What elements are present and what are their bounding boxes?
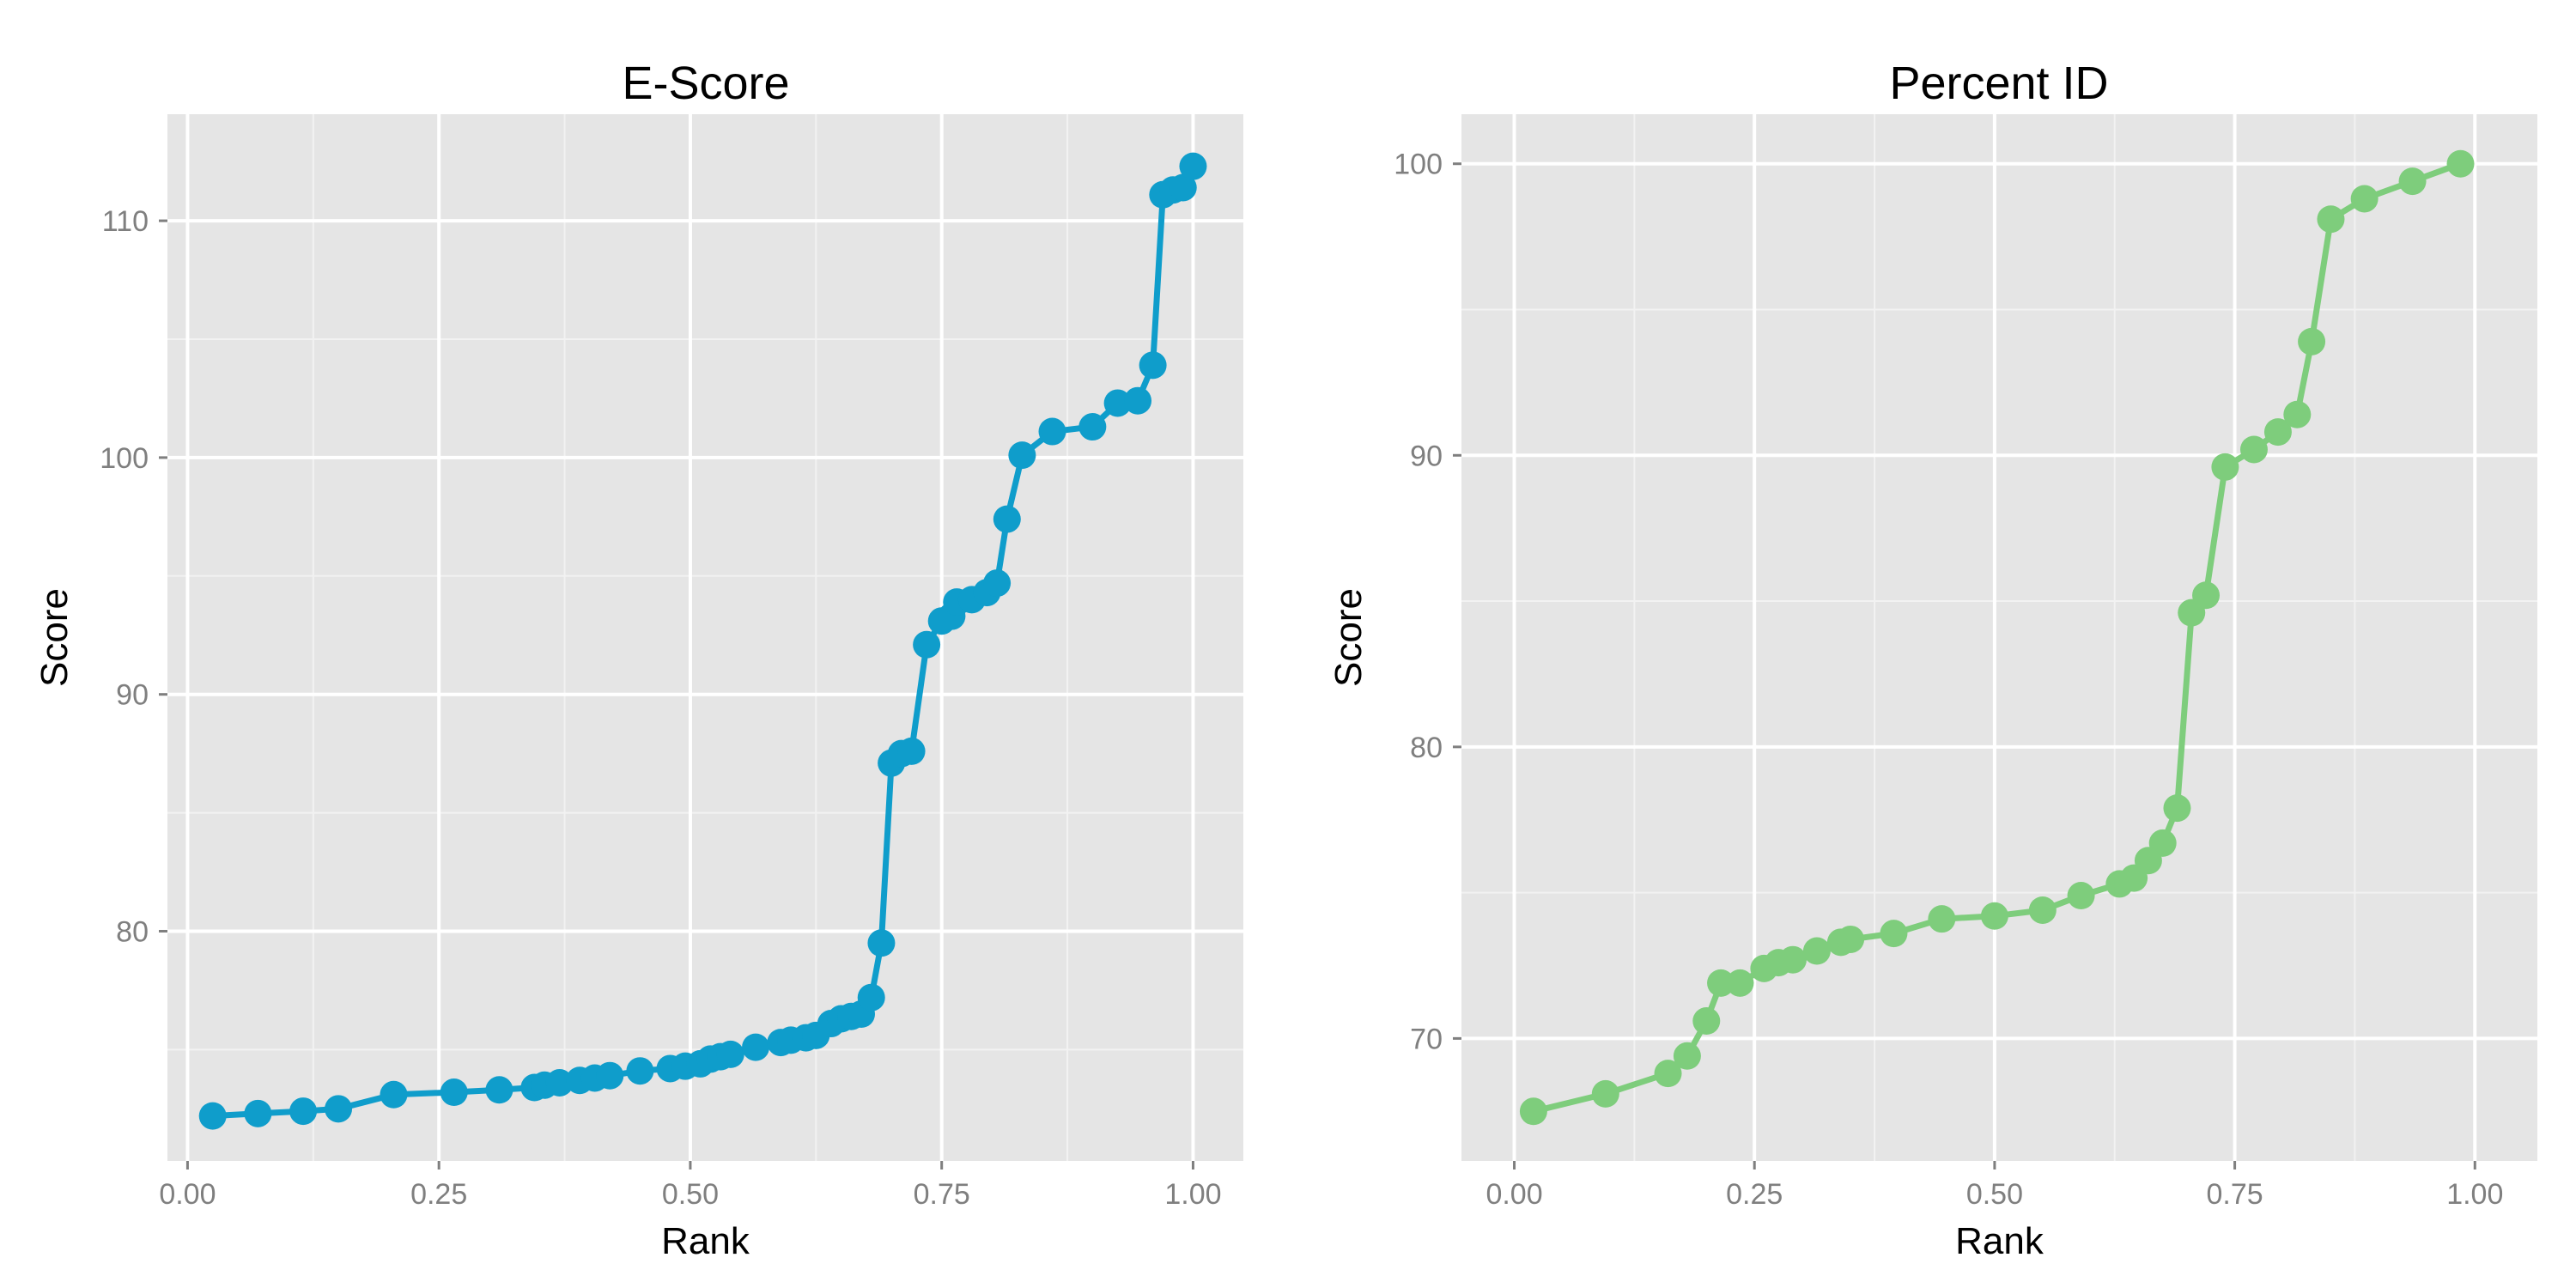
data-point	[2211, 453, 2239, 481]
data-point	[2263, 418, 2292, 447]
y-tick-label: 70	[1410, 1023, 1443, 1055]
x-tick-label: 0.75	[914, 1178, 970, 1211]
data-point	[742, 1033, 770, 1061]
data-point	[857, 983, 885, 1012]
data-point	[1673, 1042, 1701, 1070]
data-point	[2298, 327, 2326, 355]
y-tick-label: 100	[100, 442, 149, 475]
x-tick-label: 0.50	[1966, 1178, 2023, 1211]
data-point	[1980, 902, 2008, 930]
x-tick-label: 0.00	[159, 1178, 216, 1211]
x-tick-label: 0.50	[662, 1178, 719, 1211]
data-point	[1654, 1060, 1682, 1088]
data-point	[1139, 351, 1167, 380]
data-point	[716, 1040, 744, 1068]
data-point	[1726, 969, 1754, 997]
x-tick-label: 1.00	[2446, 1178, 2503, 1211]
data-point	[1038, 417, 1066, 446]
data-point	[993, 505, 1021, 533]
data-point	[198, 1102, 227, 1130]
data-point	[897, 737, 926, 765]
chart-title: E-Score	[622, 58, 789, 109]
data-point	[1802, 937, 1831, 965]
data-point	[2446, 149, 2475, 178]
y-axis-label: Score	[33, 588, 76, 687]
data-point	[1928, 905, 1956, 933]
data-point	[2028, 896, 2057, 924]
y-tick-label: 100	[1394, 149, 1443, 181]
data-point	[1124, 386, 1152, 415]
data-point	[1837, 925, 1865, 953]
data-point	[626, 1057, 654, 1085]
data-point	[545, 1068, 574, 1097]
data-point	[380, 1080, 408, 1109]
plot-background	[1461, 114, 2537, 1161]
data-point	[1778, 945, 1807, 974]
data-point	[596, 1061, 624, 1090]
y-tick-label: 90	[116, 679, 149, 712]
data-point	[1880, 920, 1908, 948]
panel-percent-id: 0.00 0.25 0.50 0.75 1.00 70 80 90 100 Percent ID R…	[1327, 58, 2537, 1262]
data-point	[485, 1076, 513, 1104]
data-point	[1179, 152, 1207, 180]
x-axis-label: Rank	[661, 1220, 750, 1262]
data-point	[1519, 1097, 1547, 1126]
data-point	[867, 929, 896, 957]
plot-background	[167, 114, 1243, 1161]
data-point	[1008, 441, 1036, 470]
data-point	[2398, 167, 2427, 196]
data-point	[2317, 205, 2345, 234]
x-tick-label: 0.25	[1726, 1178, 1783, 1211]
data-point	[1692, 1007, 1721, 1036]
y-tick-label: 80	[1410, 732, 1443, 764]
data-point	[1591, 1079, 1619, 1108]
data-point	[1078, 413, 1107, 441]
chart-title: Percent ID	[1889, 58, 2108, 109]
data-point	[2192, 581, 2221, 610]
data-point	[2148, 829, 2177, 857]
data-point	[983, 569, 1012, 598]
y-tick-label: 110	[102, 205, 149, 238]
data-point	[325, 1095, 353, 1123]
data-point	[440, 1078, 468, 1107]
x-tick-label: 0.25	[410, 1178, 467, 1211]
panel-e-score: 0.00 0.25 0.50 0.75 1.00 80 90 100 110 E-Score Ran…	[33, 58, 1243, 1262]
data-point	[289, 1097, 318, 1126]
data-point	[2239, 435, 2268, 464]
x-axis-label: Rank	[1955, 1220, 2044, 1262]
data-point	[1103, 389, 1132, 417]
data-point	[913, 630, 941, 659]
data-point	[244, 1099, 272, 1127]
data-point	[2283, 400, 2312, 428]
x-tick-label: 1.00	[1164, 1178, 1221, 1211]
x-tick-label: 0.00	[1485, 1178, 1542, 1211]
data-point	[2067, 882, 2095, 910]
data-point	[1707, 969, 1735, 997]
data-point	[2350, 185, 2379, 213]
data-point	[2163, 794, 2191, 823]
y-axis-label: Score	[1327, 588, 1370, 687]
data-point	[1169, 173, 1197, 202]
y-tick-label: 90	[1410, 440, 1443, 472]
y-tick-label: 80	[116, 915, 149, 948]
x-tick-label: 0.75	[2207, 1178, 2263, 1211]
